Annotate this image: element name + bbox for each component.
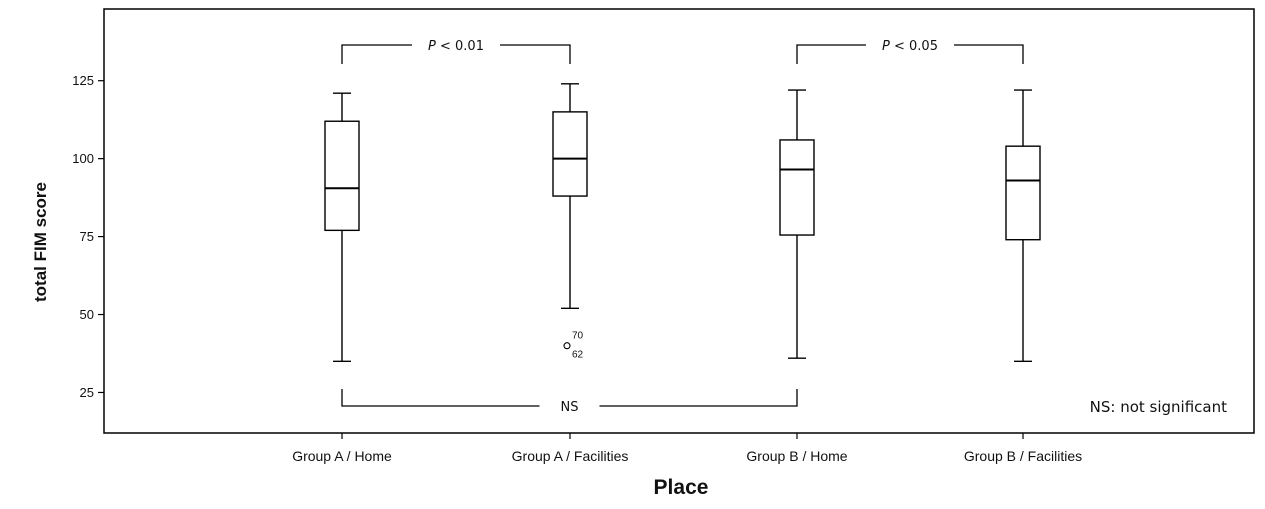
p-value: < 0.05: [890, 39, 938, 54]
outlier-label: 62: [572, 350, 584, 361]
plot-frame: [103, 8, 1255, 434]
bracket-left-arm: [341, 44, 412, 64]
y-tick-label: 125: [72, 73, 94, 88]
y-axis-title: total FIM score: [31, 182, 50, 302]
x-tick-label: Group A / Home: [292, 448, 392, 464]
iqr-box: [779, 139, 815, 236]
y-tick-label: 100: [72, 151, 94, 166]
p-value: < 0.01: [436, 39, 484, 54]
y-tick-label: 75: [80, 229, 94, 244]
p-symbol: P: [428, 39, 436, 54]
x-tick-label: Group B / Home: [746, 448, 847, 464]
bracket-top: P < 0.05: [796, 39, 1024, 64]
x-tick-label: Group A / Facilities: [512, 448, 629, 464]
box-2: 70 62: [552, 83, 588, 361]
iqr-box: [324, 120, 360, 232]
bracket-left-arm: [796, 44, 866, 64]
bracket-top: P < 0.01: [341, 39, 571, 64]
box-3: [779, 89, 815, 359]
iqr-box: [552, 111, 588, 197]
box-series: 70 62: [324, 83, 1041, 362]
significance-note: NS: not significant: [1090, 398, 1227, 416]
outlier-point: [563, 342, 571, 350]
x-axis-title: Place: [654, 476, 709, 499]
bracket-bottom: NS: [341, 389, 798, 415]
box-4: [1005, 89, 1041, 362]
iqr-box: [1005, 145, 1041, 241]
x-tick-label: Group B / Facilities: [964, 448, 1082, 464]
bracket-left-arm: [341, 389, 540, 407]
bracket-right-arm: [500, 44, 571, 64]
y-axis: 25 50 75 100 125: [72, 73, 104, 400]
box-1: [324, 92, 360, 362]
y-tick-label: 25: [80, 385, 94, 400]
x-axis: Group A / Home Group A / Facilities Group …: [292, 433, 1082, 464]
bracket-label: P < 0.05: [882, 39, 938, 54]
bracket-right-arm: [599, 389, 798, 407]
bracket-label: NS: [561, 400, 579, 415]
p-symbol: P: [882, 39, 890, 54]
bracket-label: P < 0.01: [428, 39, 484, 54]
bracket-right-arm: [954, 44, 1024, 64]
outlier-label: 70: [572, 331, 584, 342]
y-tick-label: 50: [80, 307, 94, 322]
